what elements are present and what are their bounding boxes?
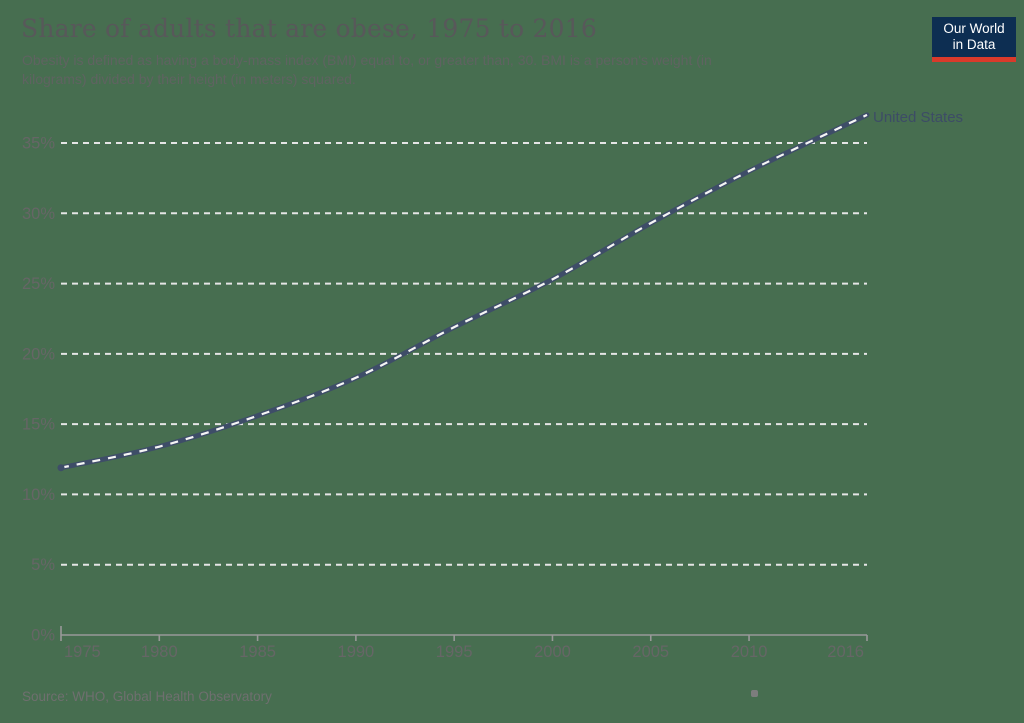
owid-logo-text-line-1: Our World: [943, 21, 1005, 36]
y-tick-label: 0%: [31, 627, 55, 645]
x-tick-label: 2010: [731, 643, 768, 661]
united-states-series-line: [58, 112, 870, 471]
x-tick-label: 1975: [64, 643, 101, 661]
x-tick-label: 1990: [338, 643, 375, 661]
source-note: Source: WHO, Global Health Observatory: [22, 689, 272, 704]
gray-dot-artifact: [751, 690, 758, 697]
x-tick-label: 2000: [534, 643, 571, 661]
chart-title: Share of adults that are obese, 1975 to …: [21, 14, 597, 43]
y-tick-label: 10%: [22, 486, 55, 504]
y-tick-label: 35%: [22, 135, 55, 153]
x-tick-label: 1980: [141, 643, 178, 661]
chart-subtitle-line-1: Obesity is defined as having a body-mass…: [22, 52, 712, 68]
x-tick-label: 1995: [436, 643, 473, 661]
y-tick-label: 15%: [22, 416, 55, 434]
owid-logo-text-line-2: in Data: [952, 37, 996, 52]
x-tick-label: 1985: [239, 643, 276, 661]
x-tick-label: 2005: [632, 643, 669, 661]
y-tick-label: 5%: [31, 556, 55, 574]
series-start-marker: [57, 464, 65, 472]
series-end-label-united-states: United States: [873, 109, 964, 126]
chart-subtitle-line-2: kilograms) divided by their height (in m…: [22, 71, 356, 87]
y-tick-label: 25%: [22, 275, 55, 293]
owid-logo: Our World in Data: [932, 17, 1016, 62]
chart-subtitle: Obesity is defined as having a body-mass…: [22, 51, 712, 89]
y-tick-label: 30%: [22, 205, 55, 223]
x-tick-label: 2016: [827, 643, 864, 661]
united-states-series-line-dash-overlay: [60, 113, 868, 469]
y-tick-label: 20%: [22, 345, 55, 363]
